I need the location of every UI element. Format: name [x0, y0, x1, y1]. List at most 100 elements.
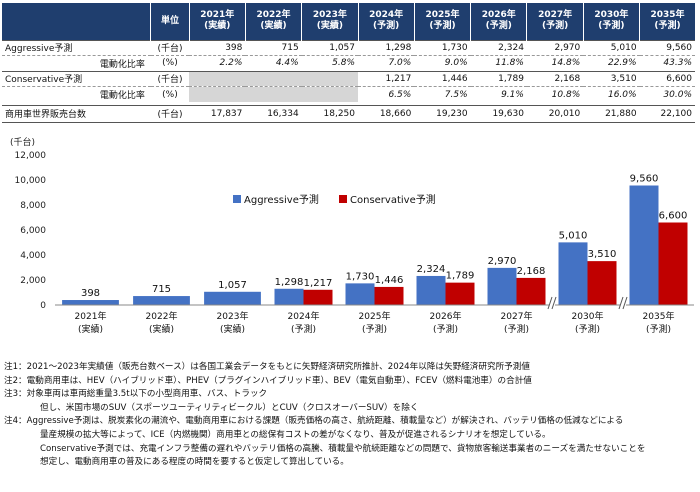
table-cell-empty — [245, 86, 302, 102]
table-cell: 14.8% — [526, 55, 584, 71]
x-tick-sublabel: (実績) — [149, 323, 174, 335]
bar-conservative — [303, 289, 333, 305]
row-unit: (千台) — [150, 39, 190, 56]
x-tick-sublabel: (予測) — [504, 323, 529, 335]
data-label: 1,057 — [218, 280, 247, 291]
table-cell: 9.1% — [470, 86, 527, 102]
legend-swatch — [339, 195, 347, 203]
y-tick-label: 4,000 — [20, 251, 46, 261]
bar-aggressive — [416, 275, 446, 305]
axis-break-gap — [549, 296, 555, 310]
table-cell: 6.5% — [358, 86, 415, 102]
x-tick-label: 2022年 — [146, 310, 178, 322]
x-tick-sublabel: (予測) — [291, 323, 316, 335]
table-cell: 21,880 — [583, 104, 640, 123]
row-label: Aggressive予測 — [2, 39, 151, 56]
table-cell: 715 — [245, 39, 302, 56]
bar-conservative — [445, 282, 475, 305]
table-cell: 3,510 — [583, 70, 640, 87]
bar-aggressive — [133, 296, 190, 305]
row-unit: (%) — [150, 55, 190, 71]
note-2: 注2：電動商用車は、HEV（ハイブリッド車）、PHEV（プラグインハイブリッド車… — [4, 375, 532, 386]
x-tick-sublabel: (予測) — [362, 323, 387, 335]
row-unit: (千台) — [150, 104, 190, 123]
header-year: 2027年 (予測) — [526, 3, 584, 40]
table-cell: 20,010 — [526, 104, 584, 123]
bar-aggressive — [62, 300, 119, 305]
table-cell: 1,446 — [414, 70, 471, 87]
y-tick-label: 0 — [40, 301, 46, 311]
table-cell-empty — [301, 86, 358, 102]
table-cell: 17,837 — [189, 104, 246, 123]
row-unit: (千台) — [150, 70, 190, 87]
header-year: 2021年 (実績) — [188, 3, 246, 40]
data-label: 398 — [81, 288, 100, 299]
header-year: 2024年 (予測) — [357, 3, 415, 40]
table-cell: 1,298 — [358, 39, 415, 56]
bars — [55, 185, 694, 306]
table-cell: 11.8% — [470, 55, 527, 71]
table-cell: 19,230 — [414, 104, 471, 123]
table-cell: 6,600 — [639, 70, 695, 87]
x-tick-label: 2030年 — [572, 310, 604, 322]
table-cell: 30.0% — [639, 86, 695, 102]
footnotes: 注1：2021～2023年実績値（販売台数ベース）は各国工業会データをもとに矢野… — [4, 361, 696, 470]
header-year: 2023年 (実績) — [301, 3, 358, 40]
y-tick-label: 12,000 — [15, 151, 47, 161]
table-header-row: 単位 2021年 (実績) 2022年 (実績) 2023年 (実績) 2024年 (予… — [2, 3, 695, 40]
table-cell-empty — [189, 86, 246, 102]
data-label: 5,010 — [559, 230, 588, 241]
table-cell: 19,630 — [470, 104, 527, 123]
x-tick-sublabel: (予測) — [433, 323, 458, 335]
y-tick-label: 8,000 — [20, 201, 46, 211]
data-label: 6,600 — [659, 211, 688, 222]
table-cell-empty — [189, 70, 246, 87]
table-cell: 1,217 — [358, 70, 415, 87]
table-cell: 16.0% — [583, 86, 640, 102]
table-cell: 1,057 — [301, 39, 358, 56]
axis-breaks — [547, 296, 628, 310]
note-4-conservative-continued: 想定し、電動商用車の普及にある程度の時間を要すると仮定して算出している。 — [40, 457, 349, 468]
x-tick-sublabel: (実績) — [78, 323, 103, 335]
table-cell: 5.8% — [301, 55, 358, 71]
table-cell-empty — [245, 70, 302, 87]
note-4-conservative: Conservative予測では、充電インフラ整備の遅れやバッテリ価格の高騰、積… — [40, 443, 646, 454]
table-row-conservative: Conservative予測 (千台) 1,217 1,446 1,789 2,… — [2, 70, 695, 87]
x-tick-label: 2026年 — [430, 310, 462, 322]
row-label: 商用車世界販売台数 — [2, 104, 151, 123]
x-axis-labels: 2021年(実績)2022年(実績)2023年(実績)2024年(予測)2025… — [75, 310, 675, 335]
data-label: 1,730 — [346, 271, 375, 282]
header-blank — [2, 3, 151, 40]
bar-aggressive — [274, 288, 304, 305]
x-tick-label: 2025年 — [359, 310, 391, 322]
table-cell: 2,324 — [470, 39, 527, 56]
x-tick-label: 2024年 — [288, 310, 320, 322]
bar-labels: 398 715 1,057 1,298 1,217 1,730 1,446 2,3241,78… — [81, 174, 687, 300]
bar-aggressive — [629, 185, 659, 305]
table-row-aggressive: Aggressive予測 (千台) 398 715 1,057 1,298 1,… — [2, 39, 695, 56]
header-year: 2035年 (予測) — [639, 3, 695, 40]
bar-aggressive — [204, 291, 261, 305]
table-cell: 18,660 — [358, 104, 415, 123]
axis-break-mark — [618, 296, 624, 310]
bar-aggressive — [345, 283, 375, 305]
table-cell-empty — [301, 70, 358, 87]
header-year: 2026年 (予測) — [470, 3, 527, 40]
table-cell: 2.2% — [189, 55, 246, 71]
data-label: 2,970 — [488, 256, 517, 267]
table-cell: 4.4% — [245, 55, 302, 71]
data-label: 1,446 — [375, 275, 404, 286]
axis-break-gap — [620, 296, 626, 310]
table-row-conservative-ratio: 電動化比率 (%) 6.5% 7.5% 9.1% 10.8% 16.0% 30.… — [2, 86, 695, 102]
table-cell: 1,789 — [470, 70, 527, 87]
bar-conservative — [587, 261, 617, 305]
y-tick-label: 6,000 — [20, 226, 46, 236]
y-axis: 0 2,000 4,000 6,000 8,000 10,000 12,000 — [15, 151, 47, 311]
table-cell: 5,010 — [583, 39, 640, 56]
data-label: 2,324 — [417, 264, 446, 275]
x-tick-sublabel: (予測) — [575, 323, 600, 335]
table-cell: 10.8% — [526, 86, 584, 102]
axis-break-mark — [622, 296, 628, 310]
data-label: 2,168 — [517, 266, 546, 277]
data-label: 715 — [152, 284, 171, 295]
